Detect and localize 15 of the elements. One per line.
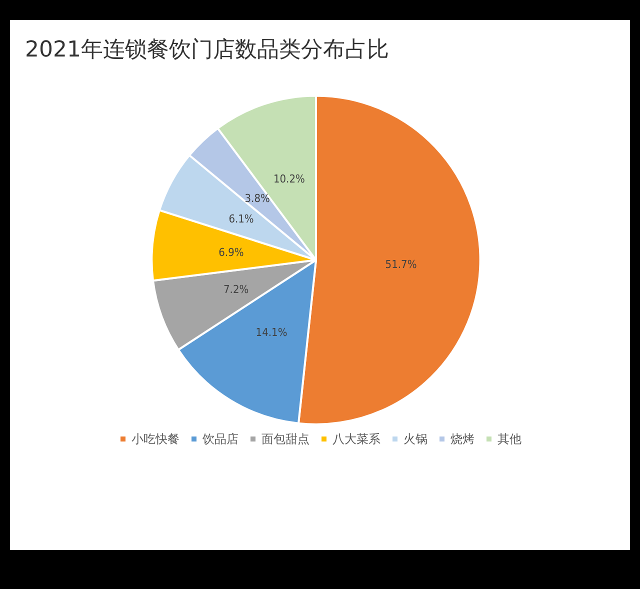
data-label: 6.9% [218,246,244,259]
data-label: 6.1% [228,212,254,226]
legend-label: 饮品店 [202,432,238,446]
data-label: 51.7% [385,258,417,272]
legend-label: 烧烤 [450,432,474,446]
legend-label: 其他 [498,432,522,446]
data-label: 14.1% [256,326,288,340]
legend-label: 小吃快餐 [132,432,180,446]
data-label: 3.8% [244,192,270,205]
chart-title: 2021年连锁餐饮门店数品类分布占比 [25,38,389,62]
legend-label: 火锅 [404,432,428,446]
legend-label: 八大菜系 [332,432,380,446]
data-label: 10.2% [273,172,305,186]
legend-label: 面包甜点 [262,432,310,446]
data-label: 7.2% [223,282,249,296]
